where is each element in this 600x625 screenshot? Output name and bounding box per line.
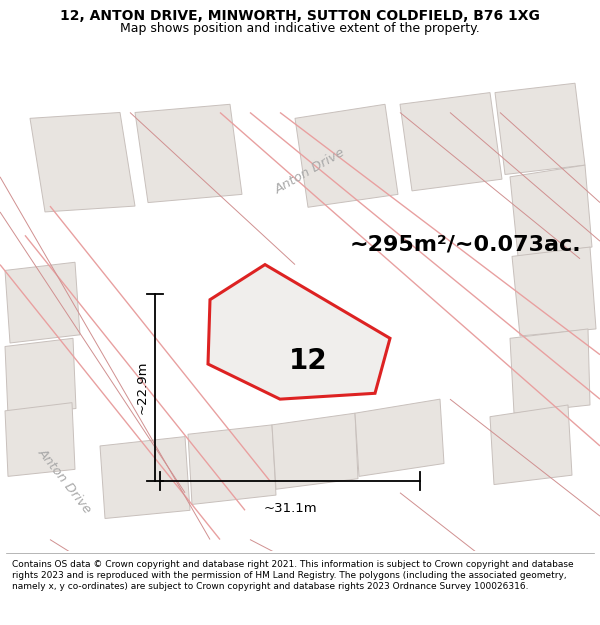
Text: ~31.1m: ~31.1m — [263, 502, 317, 515]
Text: Anton Drive: Anton Drive — [272, 146, 347, 196]
Polygon shape — [135, 104, 242, 202]
Text: ~295m²/~0.073ac.: ~295m²/~0.073ac. — [350, 235, 581, 255]
Text: Contains OS data © Crown copyright and database right 2021. This information is : Contains OS data © Crown copyright and d… — [12, 560, 574, 591]
Polygon shape — [510, 329, 590, 413]
Text: Anton Drive: Anton Drive — [35, 446, 94, 516]
Polygon shape — [208, 264, 390, 399]
Polygon shape — [295, 104, 398, 208]
Text: Map shows position and indicative extent of the property.: Map shows position and indicative extent… — [120, 22, 480, 34]
Polygon shape — [5, 338, 76, 416]
Polygon shape — [30, 112, 135, 212]
Polygon shape — [400, 92, 502, 191]
Polygon shape — [272, 413, 358, 489]
Polygon shape — [5, 402, 75, 476]
Polygon shape — [490, 405, 572, 484]
Polygon shape — [100, 437, 190, 519]
Text: 12, ANTON DRIVE, MINWORTH, SUTTON COLDFIELD, B76 1XG: 12, ANTON DRIVE, MINWORTH, SUTTON COLDFI… — [60, 9, 540, 22]
Text: ~22.9m: ~22.9m — [136, 361, 149, 414]
Polygon shape — [188, 425, 276, 504]
Polygon shape — [5, 262, 80, 343]
Polygon shape — [355, 399, 444, 476]
Polygon shape — [495, 83, 585, 174]
Text: 12: 12 — [289, 347, 328, 375]
Polygon shape — [510, 165, 592, 256]
Polygon shape — [512, 247, 596, 336]
